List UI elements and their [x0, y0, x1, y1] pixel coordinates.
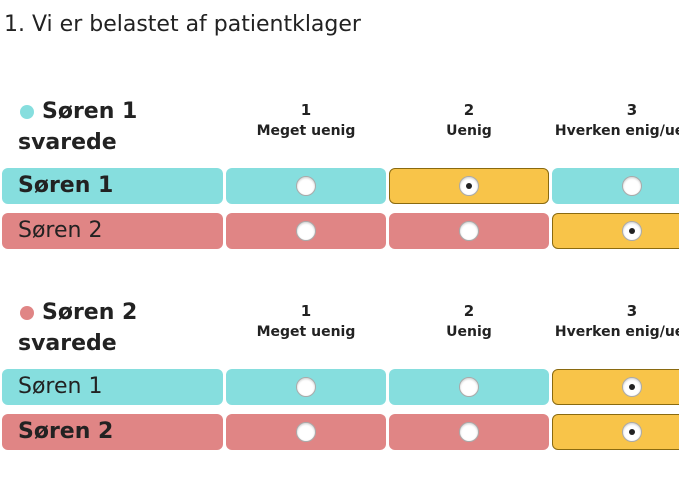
respondent-dot	[20, 306, 34, 320]
column-number: 2	[463, 101, 475, 119]
selected-cell	[552, 213, 679, 249]
column-label: Hverken enig/uenig	[554, 123, 679, 139]
column-number: 1	[300, 101, 312, 119]
row-name: Søren 1	[18, 173, 114, 198]
row-name-cell	[2, 213, 223, 249]
selected-cell	[552, 369, 679, 405]
column-label: Uenig	[446, 324, 492, 340]
respondent-label: svarede	[18, 331, 117, 356]
radio-button[interactable]	[459, 377, 479, 397]
selected-cell	[552, 414, 679, 450]
column-label: Meget uenig	[256, 324, 356, 340]
respondent-label: svarede	[18, 130, 117, 155]
radio-button[interactable]	[459, 176, 479, 196]
radio-button[interactable]	[622, 176, 642, 196]
respondent-name: Søren 2	[42, 300, 138, 325]
row-name: Søren 2	[18, 419, 114, 444]
radio-button[interactable]	[622, 221, 642, 241]
column-label: Hverken enig/uenig	[554, 324, 679, 340]
column-label: Meget uenig	[256, 123, 356, 139]
row-name-cell	[2, 168, 223, 204]
answer-cell	[552, 168, 679, 204]
row-name-cell	[2, 369, 223, 405]
radio-button[interactable]	[622, 422, 642, 442]
column-label: Uenig	[446, 123, 492, 139]
radio-button[interactable]	[459, 422, 479, 442]
respondent-name: Søren 1	[42, 99, 138, 124]
radio-button[interactable]	[296, 221, 316, 241]
column-number: 2	[463, 302, 475, 320]
row-name: Søren 1	[18, 374, 103, 399]
column-number: 3	[626, 302, 638, 320]
question-title: 1. Vi er belastet af patientklager	[4, 12, 361, 37]
respondent-dot	[20, 105, 34, 119]
row-name: Søren 2	[18, 218, 103, 243]
column-number: 3	[626, 101, 638, 119]
selected-cell	[389, 168, 549, 204]
row-name-cell	[2, 414, 223, 450]
column-number: 1	[300, 302, 312, 320]
radio-button[interactable]	[296, 422, 316, 442]
radio-button[interactable]	[459, 221, 479, 241]
radio-button[interactable]	[296, 176, 316, 196]
radio-button[interactable]	[622, 377, 642, 397]
radio-button[interactable]	[296, 377, 316, 397]
